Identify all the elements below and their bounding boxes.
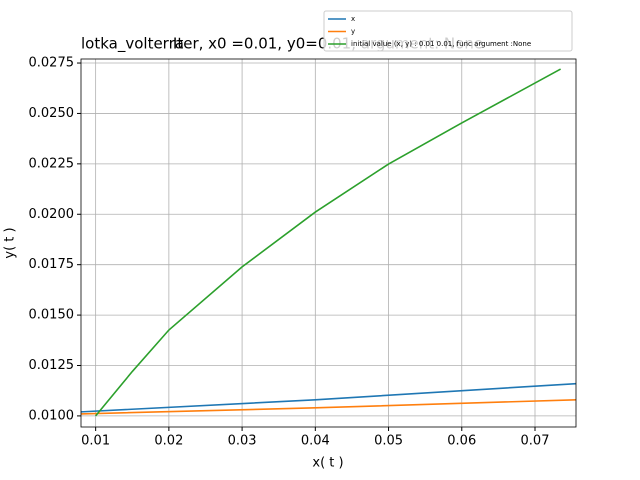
x-tick-label: 0.02 xyxy=(154,434,183,449)
y-tick-label: 0.0200 xyxy=(29,207,75,222)
legend-label: y xyxy=(351,28,355,36)
x-tick-label: 0.04 xyxy=(301,434,330,449)
x-tick-label: 0.03 xyxy=(228,434,257,449)
y-tick-label: 0.0250 xyxy=(29,106,75,121)
y-tick-label: 0.0100 xyxy=(29,408,75,423)
legend-box xyxy=(323,10,573,52)
x-tick-label: 0.07 xyxy=(521,434,550,449)
y-tick-label: 0.0125 xyxy=(29,358,75,373)
chart-title-left: lotka_volterra xyxy=(81,35,184,54)
y-tick-label: 0.0175 xyxy=(29,257,75,272)
series-line xyxy=(95,68,562,417)
y-tick-label: 0.0150 xyxy=(29,308,75,323)
legend-label: initial value (x, y) : 0.01 0.01, func a… xyxy=(351,40,531,48)
series-line xyxy=(81,382,576,413)
axes-frame xyxy=(80,58,577,428)
y-axis-label: y( t ) xyxy=(3,227,18,258)
x-tick-label: 0.05 xyxy=(374,434,403,449)
x-tick-label: 0.01 xyxy=(81,434,110,449)
x-tick-label: 0.06 xyxy=(447,434,476,449)
x-axis-label: x( t ) xyxy=(312,456,343,471)
series-line xyxy=(81,398,576,415)
y-tick-label: 0.0225 xyxy=(29,156,75,171)
y-tick-label: 0.0275 xyxy=(29,56,75,71)
legend-label: x xyxy=(351,15,355,23)
